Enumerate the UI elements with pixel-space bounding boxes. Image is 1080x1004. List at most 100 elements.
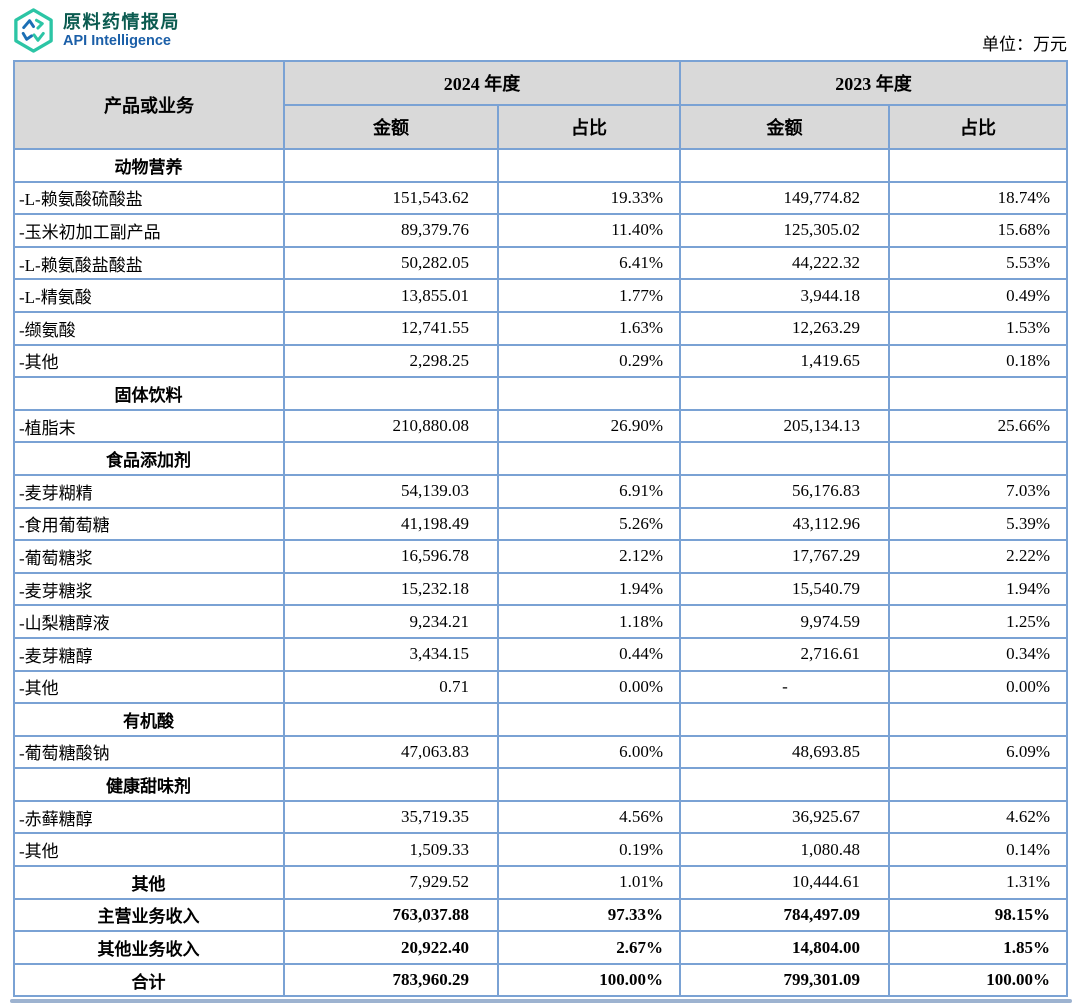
- share-2023-cell: 4.62%: [888, 799, 1068, 835]
- share-2023-cell: 1.85%: [888, 930, 1068, 965]
- amount-2024-cell: 9,234.21: [283, 604, 499, 639]
- share-2023-cell: 15.68%: [888, 213, 1068, 248]
- product-cell: 食品添加剂: [13, 441, 285, 476]
- amount-2024-cell: 54,139.03: [283, 473, 499, 509]
- product-cell: 有机酸: [13, 702, 285, 737]
- amount-2024-cell: 89,379.76: [283, 213, 499, 248]
- product-cell: -L-精氨酸: [13, 278, 285, 313]
- amount-2024-cell: 0.71: [283, 669, 499, 705]
- product-cell: -食用葡萄糖: [13, 506, 285, 542]
- amount-2024-cell: 41,198.49: [283, 506, 499, 542]
- footer-divider: [10, 999, 1072, 1003]
- hexagon-logo-icon: [14, 8, 53, 53]
- amount-2024-cell: 35,719.35: [283, 799, 499, 835]
- amount-2024-cell: 763,037.88: [283, 897, 499, 933]
- share-2024-cell: 1.18%: [497, 604, 681, 639]
- product-cell: 动物营养: [13, 148, 285, 183]
- share-2023-cell: 5.53%: [888, 245, 1068, 281]
- table-row: -其他 1,509.33 0.19% 1,080.48 0.14%: [13, 832, 1068, 868]
- amount-2023-cell: 48,693.85: [679, 734, 890, 770]
- share-2024-cell: 100.00%: [497, 962, 681, 998]
- share-2024-cell: [497, 441, 681, 476]
- share-2023-cell: 1.25%: [888, 604, 1068, 639]
- amount-2023-cell: 36,925.67: [679, 799, 890, 835]
- amount-2023-cell: 43,112.96: [679, 506, 890, 542]
- brand-subtitle: API Intelligence: [63, 32, 171, 49]
- share-2024-cell: 97.33%: [497, 897, 681, 933]
- header-amount-2023: 金额: [679, 104, 890, 150]
- share-2024-cell: 1.94%: [497, 571, 681, 607]
- table-row: -其他 0.71 0.00% -0.00%: [13, 669, 1068, 705]
- amount-2023-cell: 44,222.32: [679, 245, 890, 281]
- product-cell: 固体饮料: [13, 376, 285, 411]
- product-cell: -植脂末: [13, 408, 285, 444]
- amount-2024-cell: 15,232.18: [283, 571, 499, 607]
- share-2023-cell: [888, 767, 1068, 802]
- amount-2024-cell: 16,596.78: [283, 539, 499, 574]
- product-cell: -缬氨酸: [13, 310, 285, 346]
- share-2023-cell: [888, 376, 1068, 411]
- product-cell: 其他业务收入: [13, 930, 285, 965]
- share-2024-cell: 26.90%: [497, 408, 681, 444]
- share-2023-cell: 98.15%: [888, 897, 1068, 933]
- amount-2023-cell: 799,301.09: [679, 962, 890, 998]
- product-cell: 健康甜味剂: [13, 767, 285, 802]
- table-row: -L-赖氨酸盐酸盐 50,282.05 6.41% 44,222.32 5.53%: [13, 245, 1068, 281]
- product-cell: 合计: [13, 962, 285, 998]
- product-cell: -麦芽糖醇: [13, 636, 285, 672]
- table-row: -植脂末 210,880.08 26.90% 205,134.13 25.66%: [13, 408, 1068, 444]
- table-row: -麦芽糖浆 15,232.18 1.94% 15,540.79 1.94%: [13, 571, 1068, 607]
- amount-2023-cell: 12,263.29: [679, 310, 890, 346]
- share-2024-cell: 0.44%: [497, 636, 681, 672]
- table-row: -L-精氨酸 13,855.01 1.77% 3,944.18 0.49%: [13, 278, 1068, 313]
- share-2023-cell: 1.94%: [888, 571, 1068, 607]
- share-2023-cell: 1.53%: [888, 310, 1068, 346]
- product-cell: -葡萄糖酸钠: [13, 734, 285, 770]
- brand-title: 原料药情报局: [63, 11, 180, 32]
- table-row: 有机酸: [13, 702, 1068, 737]
- amount-2024-cell: [283, 148, 499, 183]
- amount-2024-cell: [283, 767, 499, 802]
- share-2023-cell: 2.22%: [888, 539, 1068, 574]
- share-2023-cell: 5.39%: [888, 506, 1068, 542]
- share-2023-cell: 100.00%: [888, 962, 1068, 998]
- table-row: -麦芽糖醇 3,434.15 0.44% 2,716.61 0.34%: [13, 636, 1068, 672]
- header-amount-2024: 金额: [283, 104, 499, 150]
- amount-2024-cell: 50,282.05: [283, 245, 499, 281]
- amount-2024-cell: 1,509.33: [283, 832, 499, 868]
- amount-2023-cell: [679, 767, 890, 802]
- share-2024-cell: 11.40%: [497, 213, 681, 248]
- product-cell: -山梨糖醇液: [13, 604, 285, 639]
- amount-2023-cell: 9,974.59: [679, 604, 890, 639]
- share-2024-cell: 6.41%: [497, 245, 681, 281]
- product-cell: -玉米初加工副产品: [13, 213, 285, 248]
- table-header: 产品或业务 2024 年度 2023 年度 金额 占比 金额 占比: [13, 60, 1068, 150]
- header-share-2024: 占比: [497, 104, 681, 150]
- share-2024-cell: 2.67%: [497, 930, 681, 965]
- table-row: 健康甜味剂: [13, 767, 1068, 802]
- table-row: -麦芽糊精 54,139.03 6.91% 56,176.83 7.03%: [13, 473, 1068, 509]
- share-2024-cell: [497, 376, 681, 411]
- table-row: -葡萄糖酸钠 47,063.83 6.00% 48,693.85 6.09%: [13, 734, 1068, 770]
- amount-2024-cell: 210,880.08: [283, 408, 499, 444]
- amount-2023-cell: 1,080.48: [679, 832, 890, 868]
- table-row: 合计 783,960.29 100.00% 799,301.09 100.00%: [13, 962, 1068, 998]
- unit-label: 单位：万元: [982, 35, 1067, 54]
- product-cell: 其他: [13, 865, 285, 900]
- table-row: -其他 2,298.25 0.29% 1,419.65 0.18%: [13, 343, 1068, 379]
- brand-logo: 原料药情报局 API Intelligence: [10, 7, 180, 54]
- table-row: -L-赖氨酸硫酸盐 151,543.62 19.33% 149,774.82 18.74…: [13, 180, 1068, 216]
- amount-2023-cell: 205,134.13: [679, 408, 890, 444]
- table-row: -食用葡萄糖 41,198.49 5.26% 43,112.96 5.39%: [13, 506, 1068, 542]
- product-cell: -麦芽糊精: [13, 473, 285, 509]
- header-row-years: 产品或业务 2024 年度 2023 年度: [13, 60, 1068, 150]
- amount-2024-cell: 12,741.55: [283, 310, 499, 346]
- table-row: 固体饮料: [13, 376, 1068, 411]
- amount-2023-cell: 10,444.61: [679, 865, 890, 900]
- share-2024-cell: 6.91%: [497, 473, 681, 509]
- table-row: -葡萄糖浆 16,596.78 2.12% 17,767.29 2.22%: [13, 539, 1068, 574]
- product-cell: -其他: [13, 669, 285, 705]
- amount-2023-cell: 149,774.82: [679, 180, 890, 216]
- share-2023-cell: 0.49%: [888, 278, 1068, 313]
